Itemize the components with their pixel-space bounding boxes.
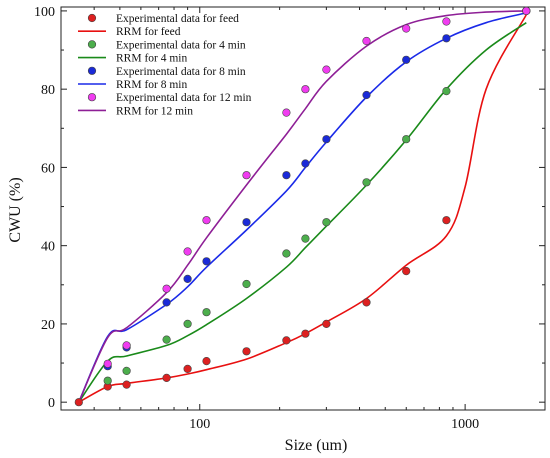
y-tick-label: 60 [41, 161, 55, 176]
series-point-2 [202, 308, 211, 317]
legend-label-6: Experimental data for 12 min [116, 92, 252, 104]
y-tick-label: 40 [41, 240, 55, 255]
series-point-4 [402, 55, 411, 64]
series-point-4 [322, 135, 331, 144]
series-point-2 [282, 249, 291, 258]
series-point-0 [202, 357, 211, 366]
series-point-6 [162, 284, 171, 293]
series-line-5 [78, 12, 527, 403]
legend-label-1: RRM for feed [116, 26, 181, 38]
y-tick-label: 100 [34, 5, 55, 20]
series-line-3 [78, 22, 527, 403]
series-point-4 [301, 159, 310, 168]
plot-frame [60, 6, 546, 411]
series-point-0 [282, 336, 291, 345]
legend-marker-6 [87, 93, 97, 102]
series-point-6 [322, 65, 331, 74]
series-point-0 [162, 373, 171, 383]
series-point-0 [301, 329, 310, 338]
series-line-7 [78, 10, 527, 403]
series-point-2 [103, 376, 112, 385]
series-point-6 [103, 359, 112, 368]
x-axis-label: Size (um) [285, 437, 348, 454]
x-tick-label: 1000 [451, 417, 479, 432]
series-point-6 [522, 6, 531, 15]
series-point-6 [402, 24, 411, 33]
series-point-6 [202, 216, 211, 225]
legend-label-5: RRM for 8 min [116, 79, 187, 91]
legend-marker-0 [87, 13, 97, 23]
legend-label-0: Experimental data for feed [116, 13, 239, 25]
series-point-2 [122, 366, 131, 376]
series-point-6 [442, 17, 451, 26]
series-point-0 [362, 298, 371, 307]
series-point-6 [362, 36, 371, 46]
series-point-2 [442, 86, 451, 96]
legend-label-4: Experimental data for 8 min [116, 66, 246, 78]
axis-ticks: 0 20 40 60 80 100 100 1000 [34, 5, 545, 432]
series-point-4 [282, 171, 291, 180]
series-point-2 [162, 335, 171, 344]
legend-label-7: RRM for 12 min [116, 105, 193, 117]
plot-area-border [60, 6, 546, 411]
series-point-6 [282, 108, 291, 117]
series-point-2 [362, 178, 371, 187]
legend-marker-2 [87, 40, 97, 49]
legend-marker-4 [87, 66, 97, 75]
series-point-6 [183, 247, 192, 256]
series-point-4 [362, 90, 371, 100]
series-point-0 [122, 380, 131, 389]
series-point-2 [322, 218, 331, 227]
y-tick-label: 80 [41, 83, 55, 98]
y-axis-label: CWU (%) [7, 177, 24, 242]
series-point-4 [162, 298, 171, 307]
series-layer [74, 6, 531, 407]
series-point-0 [74, 398, 83, 407]
series-point-4 [242, 218, 251, 227]
series-point-6 [301, 85, 310, 94]
series-point-2 [402, 135, 411, 144]
series-point-4 [442, 34, 451, 43]
series-point-2 [183, 319, 192, 329]
y-tick-label: 20 [41, 318, 55, 333]
series-point-0 [183, 364, 192, 374]
series-point-0 [322, 319, 331, 329]
legend-label-3: RRM for 4 min [116, 53, 187, 65]
series-point-0 [242, 347, 251, 356]
series-point-2 [242, 279, 251, 289]
series-point-4 [202, 257, 211, 266]
legend-label-2: Experimental data for 4 min [116, 39, 246, 51]
series-point-6 [242, 171, 251, 180]
series-point-0 [442, 216, 451, 225]
series-point-6 [122, 341, 131, 350]
series-point-2 [301, 234, 310, 243]
y-tick-label: 0 [48, 396, 55, 411]
series-point-0 [402, 267, 411, 276]
series-point-4 [183, 274, 192, 284]
x-tick-label: 100 [189, 417, 210, 432]
